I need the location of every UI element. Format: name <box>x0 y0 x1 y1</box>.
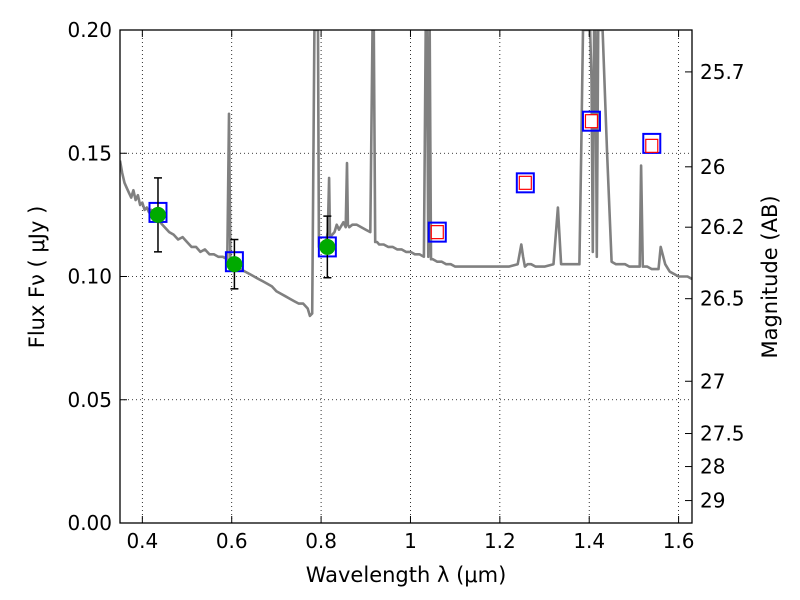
right-tick-label: 27 <box>700 369 725 393</box>
x-tick-label: 1.4 <box>573 529 605 553</box>
observed-point <box>226 256 243 273</box>
predicted-point <box>584 114 599 129</box>
x-axis-label: Wavelength λ (μm) <box>306 563 507 587</box>
y-tick-label: 0.10 <box>67 265 112 289</box>
predicted-point <box>430 225 444 240</box>
x-tick-label: 1.6 <box>663 529 695 553</box>
x-tick-label: 0.8 <box>305 529 337 553</box>
spectrum-line <box>120 30 692 318</box>
y-tick-label: 0.00 <box>67 511 112 535</box>
x-tick-label: 1 <box>404 529 417 553</box>
right-tick-label: 27.5 <box>700 422 745 446</box>
y-axis-label-right: Magnitude (AB) <box>758 195 782 358</box>
y-tick-label: 0.15 <box>67 141 112 165</box>
axis-ticks: 0.4 0.6 0.8 1 1.2 1.4 1.6 0.00 0.05 0.10 0.15 0.20 2… <box>67 18 744 553</box>
model-band-square <box>581 110 601 132</box>
model-band-square <box>515 172 535 194</box>
right-tick-label: 26.2 <box>700 215 745 239</box>
y-axis-label-left: Flux Fν ( μJy ) <box>25 206 49 349</box>
x-tick-label: 0.4 <box>126 529 158 553</box>
right-tick-label: 26 <box>700 155 725 179</box>
data-markers <box>148 110 662 290</box>
y-tick-label: 0.05 <box>67 388 112 412</box>
observed-point <box>149 206 166 223</box>
right-tick-label: 25.7 <box>700 60 745 84</box>
y-tick-label: 0.20 <box>67 18 112 42</box>
right-tick-label: 29 <box>700 489 725 513</box>
right-tick-label: 28 <box>700 455 725 479</box>
spectrum-series <box>120 30 692 318</box>
predicted-point <box>645 138 659 153</box>
observed-point <box>319 238 336 255</box>
predicted-point <box>518 175 532 190</box>
x-tick-label: 0.6 <box>216 529 248 553</box>
right-tick-label: 26.5 <box>700 287 745 311</box>
x-tick-label: 1.2 <box>484 529 516 553</box>
model-band-square <box>427 221 447 243</box>
